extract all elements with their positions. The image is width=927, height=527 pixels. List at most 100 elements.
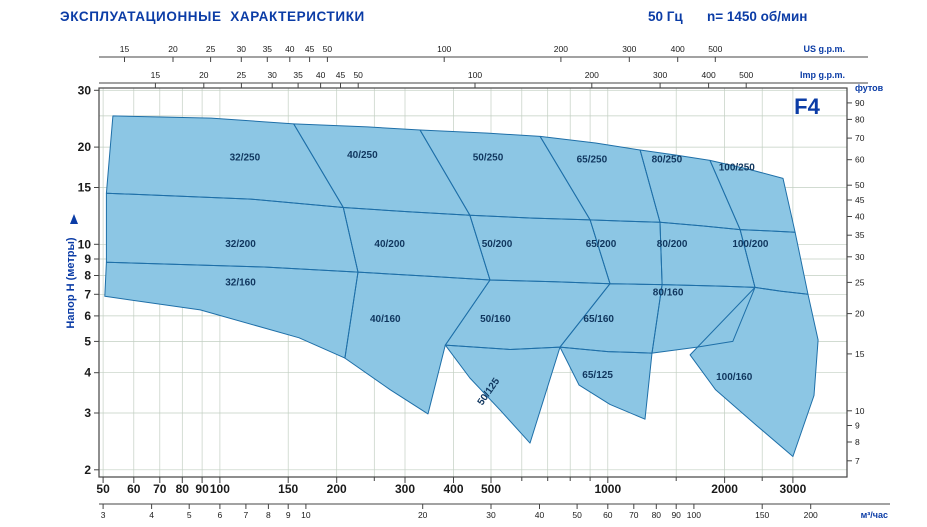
m3h-tick-label: 90 [671, 510, 681, 520]
region-area-65/125 [560, 347, 652, 420]
usgpm-tick-label: 45 [305, 44, 315, 54]
region-label-40/200: 40/200 [374, 239, 405, 250]
head-m-tick-label: 30 [78, 83, 92, 97]
region-area-80/250 [640, 150, 741, 230]
flow-tick-label: 70 [153, 482, 167, 496]
head-m-tick-label: 10 [78, 237, 92, 251]
head-ft-tick-label: 10 [855, 406, 865, 416]
head-m-tick-label: 6 [84, 309, 91, 323]
m3h-tick-label: 8 [266, 510, 271, 520]
impgpm-tick-label: 500 [739, 70, 753, 80]
region-label-100/160: 100/160 [716, 372, 753, 383]
region-area-100/250 [710, 160, 796, 233]
usgpm-tick-label: 25 [206, 44, 216, 54]
m3h-tick-label: 7 [244, 510, 249, 520]
usgpm-tick-label: 100 [437, 44, 451, 54]
region-label-50/200: 50/200 [482, 239, 513, 250]
head-m-tick-label: 9 [84, 252, 91, 266]
impgpm-tick-label: 30 [267, 70, 277, 80]
region-label-80/200: 80/200 [657, 239, 688, 250]
flow-tick-label: 3000 [780, 482, 807, 496]
head-m-tick-label: 20 [78, 140, 92, 154]
region-label-50/250: 50/250 [473, 152, 504, 163]
usgpm-tick-label: 15 [120, 44, 130, 54]
usgpm-tick-label: 35 [263, 44, 273, 54]
impgpm-tick-label: 400 [702, 70, 716, 80]
impgpm-tick-label: 45 [336, 70, 346, 80]
head-ft-tick-label: 9 [855, 421, 860, 431]
m3h-tick-label: 70 [629, 510, 639, 520]
region-label-40/160: 40/160 [370, 314, 401, 325]
region-label-80/250: 80/250 [652, 155, 683, 166]
flow-tick-label: 2000 [711, 482, 738, 496]
flow-tick-label: 90 [195, 482, 209, 496]
region-area-40/160 [344, 272, 490, 414]
usgpm-tick-label: 40 [285, 44, 295, 54]
region-area-65/250 [540, 136, 660, 223]
y-axis-title: Напор H (метры) [65, 237, 77, 328]
frequency-label: 50 Гц [648, 9, 683, 24]
head-ft-tick-label: 15 [855, 349, 865, 359]
m3h-tick-label: 4 [149, 510, 154, 520]
flow-tick-label: 400 [443, 482, 463, 496]
head-ft-tick-label: 50 [855, 180, 865, 190]
flow-tick-label: 500 [481, 482, 501, 496]
region-label-100/250: 100/250 [719, 163, 756, 174]
head-ft-tick-label: 70 [855, 133, 865, 143]
impgpm-tick-label: 20 [199, 70, 209, 80]
region-area-65/160 [560, 283, 663, 354]
m3h-tick-label: 200 [804, 510, 818, 520]
flow-tick-label: 150 [278, 482, 298, 496]
region-area-65/200 [590, 219, 663, 285]
m3h-tick-label: 50 [572, 510, 582, 520]
m3h-tick-label: 60 [603, 510, 613, 520]
head-ft-tick-label: 25 [855, 277, 865, 287]
usgpm-tick-label: 30 [237, 44, 247, 54]
head-ft-tick-label: 30 [855, 252, 865, 262]
usgpm-unit-label: US g.p.m. [803, 44, 845, 54]
usgpm-tick-label: 400 [671, 44, 685, 54]
region-area-100/200 [740, 229, 808, 295]
region-label-65/125: 65/125 [582, 370, 613, 381]
impgpm-tick-label: 100 [468, 70, 482, 80]
usgpm-tick-label: 20 [168, 44, 178, 54]
region-label-32/250: 32/250 [230, 152, 261, 163]
head-ft-tick-label: 20 [855, 309, 865, 319]
region-label-40/250: 40/250 [347, 150, 378, 161]
m3h-tick-label: 40 [535, 510, 545, 520]
m3h-tick-label: 6 [218, 510, 223, 520]
impgpm-tick-label: 35 [293, 70, 303, 80]
region-label-65/250: 65/250 [577, 155, 608, 166]
model-family-label: F4 [794, 94, 820, 119]
flow-tick-label: 80 [176, 482, 190, 496]
impgpm-tick-label: 40 [316, 70, 326, 80]
flow-tick-label: 300 [395, 482, 415, 496]
region-label-32/200: 32/200 [225, 239, 256, 250]
m3h-tick-label: 10 [301, 510, 311, 520]
flow-tick-label: 100 [210, 482, 230, 496]
usgpm-tick-label: 300 [622, 44, 636, 54]
page-title: ЭКСПЛУАТАЦИОННЫЕ ХАРАКТЕРИСТИКИ [60, 9, 365, 24]
region-area-40/250 [293, 123, 470, 216]
head-ft-tick-label: 80 [855, 114, 865, 124]
region-area-32/160 [104, 262, 358, 359]
head-ft-tick-label: 8 [855, 437, 860, 447]
m3h-tick-label: 3 [101, 510, 106, 520]
m3h-tick-label: 9 [286, 510, 291, 520]
region-label-100/200: 100/200 [732, 239, 769, 250]
region-area-50/250 [420, 130, 591, 220]
speed-label: n= 1450 об/мин [707, 9, 808, 24]
m3h-tick-label: 5 [187, 510, 192, 520]
head-ft-tick-label: 35 [855, 230, 865, 240]
m3h-tick-label: 80 [652, 510, 662, 520]
usgpm-tick-label: 500 [708, 44, 722, 54]
m3h-tick-label: 100 [687, 510, 701, 520]
region-area-50/160 [445, 280, 610, 350]
region-outline-50/125 [444, 344, 561, 444]
head-m-tick-label: 7 [84, 287, 91, 301]
head-ft-tick-label: 40 [855, 212, 865, 222]
region-area-40/200 [343, 207, 490, 280]
region-label-80/160: 80/160 [653, 287, 684, 298]
